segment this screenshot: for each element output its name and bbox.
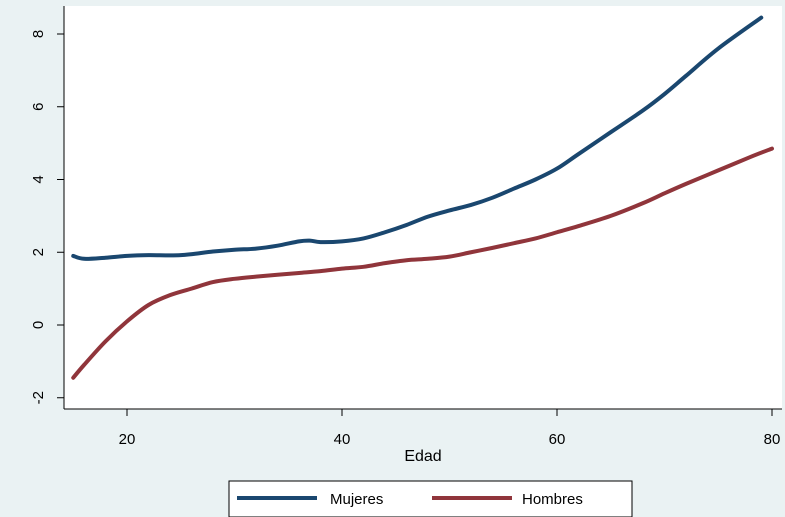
plot-area xyxy=(64,6,782,409)
data-point xyxy=(512,186,516,191)
data-point xyxy=(641,201,645,205)
data-point xyxy=(609,130,613,134)
data-point xyxy=(82,363,86,367)
data-point xyxy=(297,271,301,275)
legend-label-mujeres: Mujeres xyxy=(330,491,383,508)
y-tick-label: 8 xyxy=(30,30,47,38)
data-point xyxy=(340,239,344,243)
data-point xyxy=(770,146,774,151)
data-point xyxy=(318,240,323,244)
data-point xyxy=(340,267,344,271)
data-point xyxy=(555,230,559,234)
x-axis-ticks: 20 40 60 80 xyxy=(119,409,781,448)
y-axis-ticks: -2 0 2 4 6 8 xyxy=(30,30,64,404)
data-point xyxy=(555,166,559,171)
y-tick-label: 0 xyxy=(30,321,47,329)
x-axis-title: Edad xyxy=(404,448,441,465)
data-point xyxy=(189,287,194,291)
series-lines xyxy=(71,15,774,380)
data-point xyxy=(71,376,75,380)
data-point xyxy=(469,250,473,254)
data-point xyxy=(318,269,323,273)
data-point xyxy=(641,108,645,112)
data-point xyxy=(426,257,430,261)
data-point xyxy=(275,244,280,248)
data-point xyxy=(576,152,581,156)
data-point xyxy=(469,203,473,207)
data-point xyxy=(383,230,387,234)
data-point xyxy=(146,253,151,257)
data-point xyxy=(308,239,312,243)
data-point xyxy=(297,239,301,243)
y-tick-label: -2 xyxy=(30,391,47,404)
data-point xyxy=(383,261,387,265)
data-point xyxy=(684,182,688,186)
x-tick-label: 60 xyxy=(549,431,566,448)
data-point xyxy=(759,16,763,20)
data-point xyxy=(232,248,237,252)
data-point xyxy=(125,254,129,258)
data-point xyxy=(146,303,151,307)
data-point xyxy=(404,223,409,227)
data-point xyxy=(609,214,613,218)
data-point xyxy=(254,275,258,279)
data-point xyxy=(447,255,452,259)
data-point xyxy=(684,74,688,78)
data-point xyxy=(361,236,366,241)
y-tick-label: 2 xyxy=(30,248,47,256)
y-tick-label: 4 xyxy=(30,175,47,183)
data-point xyxy=(490,246,495,250)
x-tick-label: 20 xyxy=(119,431,136,448)
y-tick-label: 6 xyxy=(30,103,47,111)
data-point xyxy=(232,277,237,281)
data-point xyxy=(275,273,280,277)
data-point xyxy=(662,92,667,96)
data-point xyxy=(82,257,86,261)
data-point xyxy=(512,241,516,245)
data-point xyxy=(361,265,366,269)
data-point xyxy=(211,280,215,284)
data-point xyxy=(404,258,409,262)
data-point xyxy=(254,247,258,251)
x-tick-label: 40 xyxy=(334,431,351,448)
data-point xyxy=(716,168,720,173)
x-tick-label: 80 xyxy=(764,431,781,448)
data-point xyxy=(716,46,720,51)
data-point xyxy=(71,254,75,258)
data-point xyxy=(426,215,430,219)
data-point xyxy=(447,208,452,213)
data-point xyxy=(662,191,667,195)
data-point xyxy=(179,253,183,257)
data-point xyxy=(211,249,215,254)
data-point xyxy=(748,155,753,159)
data-point xyxy=(533,177,538,182)
data-point xyxy=(533,236,538,241)
series-line-hombres xyxy=(71,146,774,380)
data-point xyxy=(125,319,129,323)
data-point xyxy=(576,224,581,228)
data-point xyxy=(490,196,495,200)
data-point xyxy=(103,256,108,260)
data-point xyxy=(168,293,172,297)
legend-label-hombres: Hombres xyxy=(522,491,583,508)
data-point xyxy=(103,339,108,343)
legend: Mujeres Hombres xyxy=(228,480,633,517)
